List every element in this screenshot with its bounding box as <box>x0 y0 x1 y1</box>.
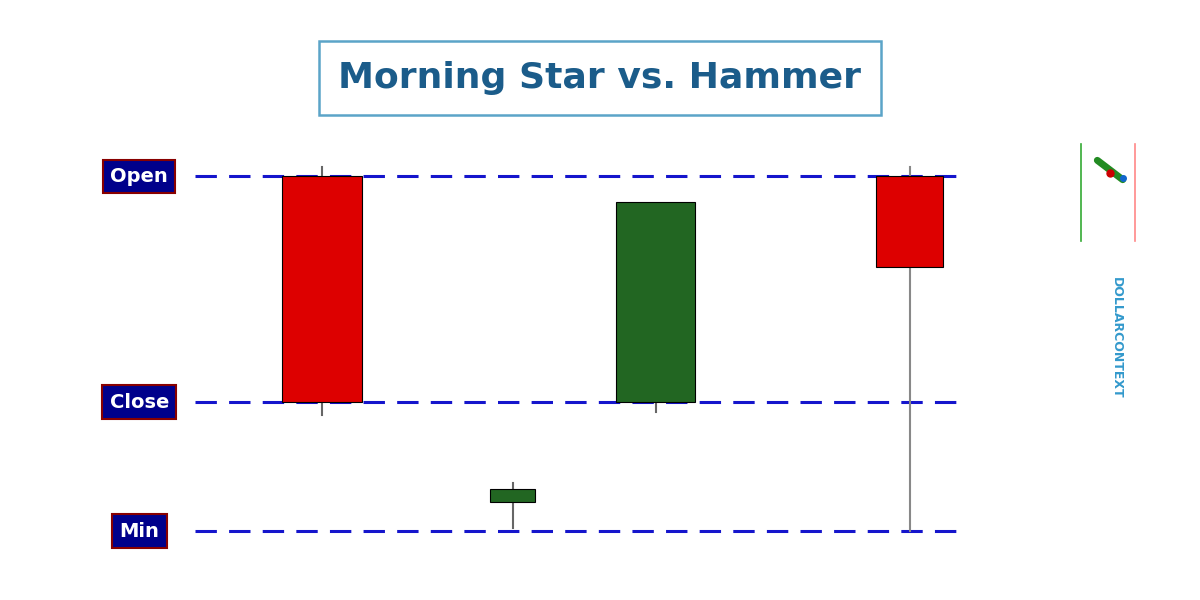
Bar <box>282 176 361 402</box>
Text: Morning Star vs. Hammer: Morning Star vs. Hammer <box>338 61 862 95</box>
Bar <box>491 490 535 502</box>
Text: Open: Open <box>110 167 168 186</box>
Bar <box>876 176 943 267</box>
Text: Min: Min <box>119 522 160 541</box>
Bar <box>616 202 695 402</box>
Text: Close: Close <box>109 393 169 412</box>
Text: DOLLARCONTEXT: DOLLARCONTEXT <box>1110 277 1123 398</box>
